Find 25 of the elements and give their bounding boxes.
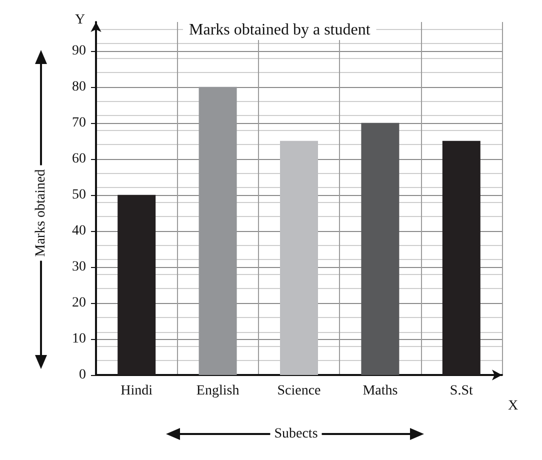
y-tick-label: 40 [72,223,86,238]
bar [442,140,480,375]
x-axis-title: Subects [274,426,318,442]
bar [198,86,237,375]
y-tick-label: 60 [72,151,86,166]
y-tick-label: 90 [72,43,86,58]
y-tick-label: 20 [72,295,86,310]
x-tick-label: English [196,384,240,398]
x-tick-label: S.St [450,384,473,398]
x-tick-label: Maths [362,384,398,398]
y-tick-label: 70 [72,115,86,130]
bar [118,194,156,375]
bar [361,122,400,375]
y-tick-label: 0 [79,368,86,382]
y-tick-label: 50 [72,187,86,202]
chart-title: Marks obtained by a student [189,22,371,38]
text: X [508,398,518,414]
x-tick-label: Science [277,384,321,398]
bar [280,140,318,375]
x-tick-label: Hindi [120,384,153,398]
y-tick-label: 30 [72,259,86,274]
y-tick-label: 80 [72,79,86,94]
text: Y [74,12,86,28]
y-tick-label: 10 [72,331,86,346]
y-axis-title: Marks obtained [34,169,48,257]
